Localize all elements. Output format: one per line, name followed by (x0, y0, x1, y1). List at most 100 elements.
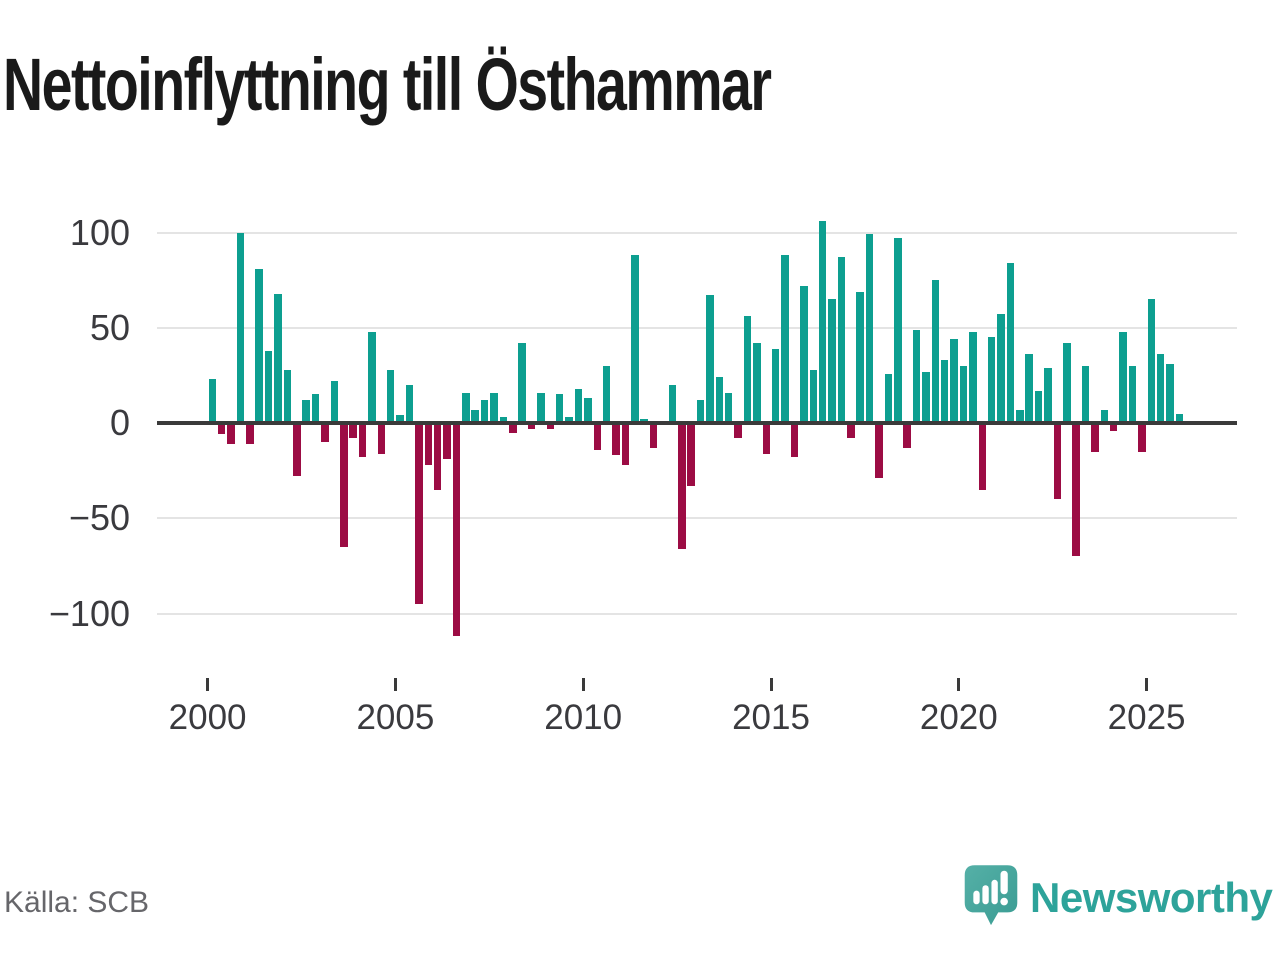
quarter-bar (1100, 409, 1109, 423)
quarter-bar (584, 398, 592, 423)
quarter-bar (1128, 365, 1137, 423)
quarter-bar (1081, 365, 1090, 423)
gridline-50 (157, 326, 1237, 329)
quarter-bar (1138, 423, 1146, 452)
quarter-bar (959, 365, 968, 423)
quarter-bar (518, 343, 526, 423)
quarter-bar (433, 423, 442, 490)
quarter-bar (1109, 423, 1118, 431)
quarter-bar (987, 337, 996, 423)
quarter-bar (1166, 363, 1174, 423)
y-axis-tick-label: −50 (68, 497, 130, 539)
quarter-bar (875, 423, 883, 479)
y-axis-tick-label: −100 (48, 592, 130, 634)
x-axis-tick (393, 678, 397, 691)
quarter-bar (565, 417, 573, 423)
quarter-bar (1044, 367, 1052, 423)
quarter-bar (800, 285, 808, 423)
quarter-bar (678, 423, 686, 549)
x-axis-tick (957, 678, 961, 691)
quarter-bar (208, 379, 217, 423)
quarter-bar (1063, 343, 1071, 423)
quarter-bar (997, 314, 1005, 423)
quarter-bar (668, 384, 677, 423)
quarter-bar (349, 423, 357, 439)
x-axis-tick (581, 678, 585, 691)
quarter-bar (1091, 423, 1099, 452)
quarter-bar (940, 360, 949, 423)
quarter-bar (236, 232, 245, 423)
quarter-bar (368, 331, 376, 423)
quarter-bar (1156, 354, 1165, 423)
quarter-bar (649, 423, 658, 448)
quarter-bar (865, 234, 874, 423)
x-axis-tick-label: 2025 (1107, 698, 1186, 737)
quarter-bar (358, 423, 367, 458)
quarter-bar (1034, 390, 1043, 423)
quarter-bar (781, 255, 789, 423)
quarter-bar (1025, 354, 1033, 423)
x-axis-tick-label: 2010 (544, 698, 623, 737)
newsworthy-wordmark: Newsworthy (1030, 874, 1273, 921)
gridline--50 (157, 517, 1237, 520)
y-axis-tick-label: 0 (109, 402, 130, 443)
quarter-bar (255, 268, 263, 423)
quarter-bar (217, 423, 226, 435)
quarter-bar (818, 221, 827, 423)
gridline--100 (157, 612, 1237, 615)
quarter-bar (386, 369, 395, 423)
quarter-bar (612, 423, 620, 456)
quarter-bar (706, 295, 714, 423)
y-axis-tick-label: 100 (69, 211, 130, 253)
quarter-bar (631, 255, 639, 423)
quarter-bar (452, 423, 461, 637)
x-axis-tick (769, 678, 773, 691)
quarter-bar (724, 392, 733, 423)
quarter-bar (264, 350, 273, 423)
quarter-bar (762, 423, 771, 454)
quarter-bar (274, 293, 282, 423)
quarter-bar (227, 423, 235, 444)
quarter-bar (734, 423, 742, 439)
quarter-bar (593, 423, 602, 450)
quarter-bar (340, 423, 348, 547)
quarter-bar (537, 392, 545, 423)
quarter-bar (1006, 263, 1015, 423)
quarter-bar (415, 423, 423, 604)
quarter-bar (283, 369, 292, 423)
quarter-bar (546, 423, 555, 429)
quarter-bar (480, 400, 489, 423)
x-axis-tick-label: 2015 (732, 698, 810, 737)
x-axis-tick-label: 2020 (919, 698, 998, 737)
quarter-bar (912, 329, 921, 423)
quarter-bar (424, 423, 433, 465)
quarter-bar (903, 423, 911, 448)
quarter-bar (1072, 423, 1080, 557)
quarter-bar (396, 415, 404, 423)
quarter-bar (405, 384, 414, 423)
quarter-bar (509, 423, 517, 433)
chart-title: Nettoinflyttning till Östhammar (3, 43, 772, 126)
quarter-bar (499, 417, 508, 423)
quarter-bar (377, 423, 386, 454)
quarter-bar (753, 343, 761, 423)
x-axis-tick (1145, 678, 1149, 691)
quarter-bar (696, 400, 705, 423)
quarter-bar (490, 392, 498, 423)
quarter-bar (311, 394, 320, 423)
quarter-bar (302, 400, 310, 423)
quarter-bar (715, 377, 724, 423)
quarter-bar (443, 423, 451, 460)
quarter-bar (293, 423, 301, 477)
quarter-bar (246, 423, 254, 444)
quarter-bar (950, 339, 958, 423)
quarter-bar (743, 316, 752, 423)
quarter-bar (602, 365, 611, 423)
quarter-bar (856, 291, 864, 423)
x-axis-tick (206, 678, 210, 691)
quarter-bar (894, 238, 902, 423)
quarter-bar (922, 371, 930, 423)
source-label: Källa: SCB (4, 886, 150, 919)
y-axis-tick-label: 50 (89, 306, 130, 348)
